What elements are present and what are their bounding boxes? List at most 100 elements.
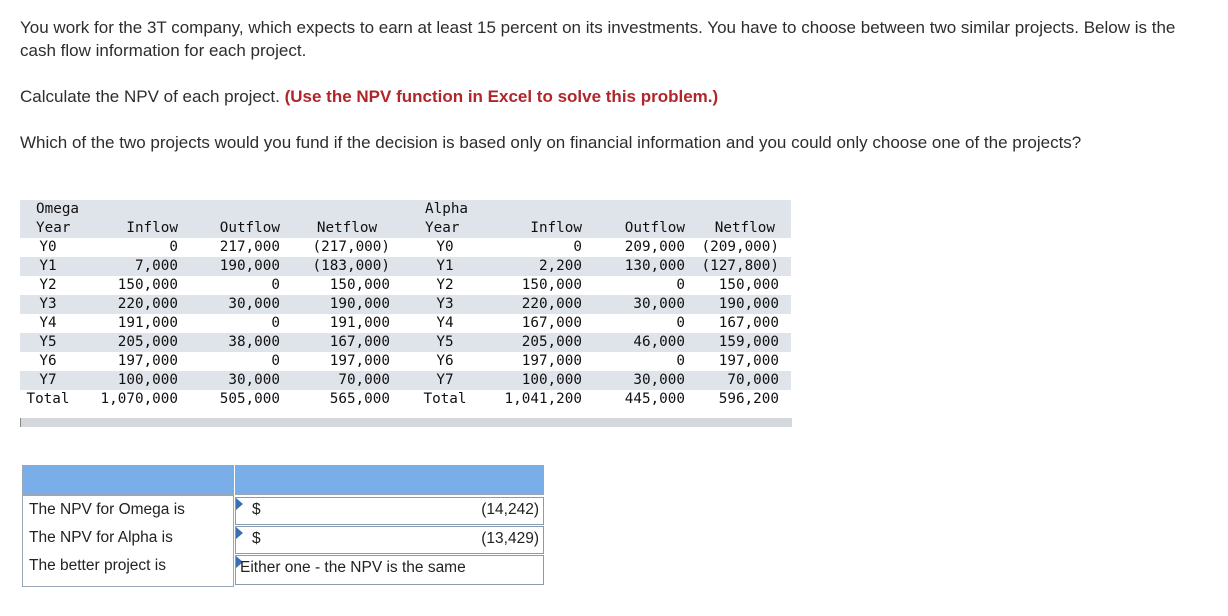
cell-o-net: 565,000 — [329, 391, 390, 407]
cell-a-year: Y0 — [436, 239, 454, 255]
cell-a-out: 30,000 — [633, 296, 685, 312]
cell-a-year: Y7 — [436, 372, 454, 388]
data-row: Y4 191,000 0 191,000 Y4 167,000 0 167,000 — [20, 314, 791, 333]
cell-o-in: 205,000 — [117, 334, 178, 350]
cell-a-in: 197,000 — [521, 353, 582, 369]
cell-o-in: 1,070,000 — [100, 391, 178, 407]
cell-o-net: (217,000) — [312, 239, 390, 255]
cell-a-net: 197,000 — [718, 353, 779, 369]
cell-o-year: Y4 — [39, 315, 57, 331]
cell-o-in: 7,000 — [134, 258, 178, 274]
cell-a-net: 167,000 — [718, 315, 779, 331]
cell-a-in: 100,000 — [521, 372, 582, 388]
cell-o-out: 0 — [271, 315, 280, 331]
alpha-outflow-header: Outflow — [624, 220, 685, 236]
cell-o-year: Y3 — [39, 296, 57, 312]
cell-a-out: 0 — [676, 353, 685, 369]
omega-npv-label: The NPV for Omega is — [29, 501, 185, 518]
grid-header-right — [235, 465, 544, 495]
data-row: Y2 150,000 0 150,000 Y2 150,000 0 150,000 — [20, 276, 791, 295]
data-row: Y6 197,000 0 197,000 Y6 197,000 0 197,000 — [20, 352, 791, 371]
calc-text: Calculate the NPV of each project. — [20, 87, 285, 106]
cell-a-net: 190,000 — [718, 296, 779, 312]
cell-o-net: 150,000 — [329, 277, 390, 293]
cash-flow-table: Omega Alpha Year Inflow Outflow Netflow … — [20, 200, 791, 409]
alpha-netflow-header: Netflow — [714, 220, 775, 236]
alpha-title: Alpha — [425, 201, 469, 217]
cell-a-in: 0 — [573, 239, 582, 255]
cell-o-out: 30,000 — [228, 372, 280, 388]
cell-o-in: 191,000 — [117, 315, 178, 331]
data-row: Y1 7,000 190,000 (183,000) Y1 2,200 130,000 (12… — [20, 257, 791, 276]
intro-paragraph: You work for the 3T company, which expec… — [20, 18, 1176, 60]
cell-a-out: 445,000 — [624, 391, 685, 407]
alpha-inflow-header: Inflow — [530, 220, 582, 236]
cell-o-out: 505,000 — [219, 391, 280, 407]
data-row: Y7 100,000 30,000 70,000 Y7 100,000 30,000 70,0… — [20, 371, 791, 390]
cell-a-in: 2,200 — [538, 258, 582, 274]
cell-o-year: Y2 — [39, 277, 57, 293]
cell-a-in: 167,000 — [521, 315, 582, 331]
table-scrollbar[interactable] — [20, 418, 792, 427]
cell-a-net: (209,000) — [701, 239, 779, 255]
omega-npv-input[interactable]: $ (14,242) — [235, 497, 544, 525]
cell-a-net: (127,800) — [701, 258, 779, 274]
cell-o-year: Y5 — [39, 334, 57, 350]
data-row: Y5 205,000 38,000 167,000 Y5 205,000 46,000 159… — [20, 333, 791, 352]
omega-outflow-header: Outflow — [219, 220, 280, 236]
cell-a-net: 70,000 — [727, 372, 779, 388]
npv-answer-grid: The NPV for Omega is The NPV for Alpha i… — [22, 465, 544, 587]
cell-a-year: Y2 — [436, 277, 454, 293]
cell-o-net: 191,000 — [329, 315, 390, 331]
omega-year-header: Year — [36, 220, 71, 236]
cell-o-in: 197,000 — [117, 353, 178, 369]
alpha-npv-input[interactable]: $ (13,429) — [235, 526, 544, 554]
omega-currency: $ — [252, 501, 261, 518]
cell-o-net: 167,000 — [329, 334, 390, 350]
data-row: Y0 0 217,000 (217,000) Y0 0 209,000 (209,000) — [20, 238, 791, 257]
cell-o-in: 220,000 — [117, 296, 178, 312]
cell-a-net: 596,200 — [718, 391, 779, 407]
cell-o-net: 197,000 — [329, 353, 390, 369]
label-column: The NPV for Omega is The NPV for Alpha i… — [22, 495, 234, 587]
excel-hint: (Use the NPV function in Excel to solve … — [284, 87, 719, 106]
cell-o-year: Y6 — [39, 353, 57, 369]
alpha-currency: $ — [252, 530, 261, 547]
better-project-value: Either one - the NPV is the same — [240, 559, 466, 576]
cell-a-net: 150,000 — [718, 277, 779, 293]
cell-a-net: 159,000 — [718, 334, 779, 350]
cell-o-out: 217,000 — [219, 239, 280, 255]
cell-a-year: Y5 — [436, 334, 454, 350]
cell-o-in: 150,000 — [117, 277, 178, 293]
cell-o-out: 38,000 — [228, 334, 280, 350]
cell-a-in: 205,000 — [521, 334, 582, 350]
omega-npv-value: (14,242) — [481, 501, 539, 518]
cell-o-net: 70,000 — [338, 372, 390, 388]
cell-a-out: 209,000 — [624, 239, 685, 255]
total-row: Total 1,070,000 505,000 565,000 Total 1,041,2… — [20, 390, 791, 409]
alpha-year-header: Year — [425, 220, 460, 236]
cell-a-year: Y3 — [436, 296, 454, 312]
cell-a-year: Total — [423, 391, 467, 407]
better-project-select[interactable]: Either one - the NPV is the same — [235, 555, 544, 585]
cell-a-in: 150,000 — [521, 277, 582, 293]
cell-a-in: 220,000 — [521, 296, 582, 312]
cell-o-year: Y7 — [39, 372, 57, 388]
alpha-npv-value: (13,429) — [481, 530, 539, 547]
cell-a-out: 130,000 — [624, 258, 685, 274]
header-row: Year Inflow Outflow Netflow Year Inflow … — [20, 219, 791, 238]
cell-a-year: Y4 — [436, 315, 454, 331]
calculate-instruction: Calculate the NPV of each project. (Use … — [20, 85, 718, 108]
cell-a-out: 0 — [676, 277, 685, 293]
cell-a-out: 46,000 — [633, 334, 685, 350]
omega-title: Omega — [36, 201, 80, 217]
cell-o-year: Total — [26, 391, 70, 407]
cell-a-year: Y6 — [436, 353, 454, 369]
cell-a-year: Y1 — [436, 258, 454, 274]
cell-o-out: 0 — [271, 353, 280, 369]
omega-inflow-header: Inflow — [126, 220, 178, 236]
cell-o-net: 190,000 — [329, 296, 390, 312]
cell-a-in: 1,041,200 — [504, 391, 582, 407]
cell-marker-icon — [236, 498, 243, 510]
cell-o-net: (183,000) — [312, 258, 390, 274]
